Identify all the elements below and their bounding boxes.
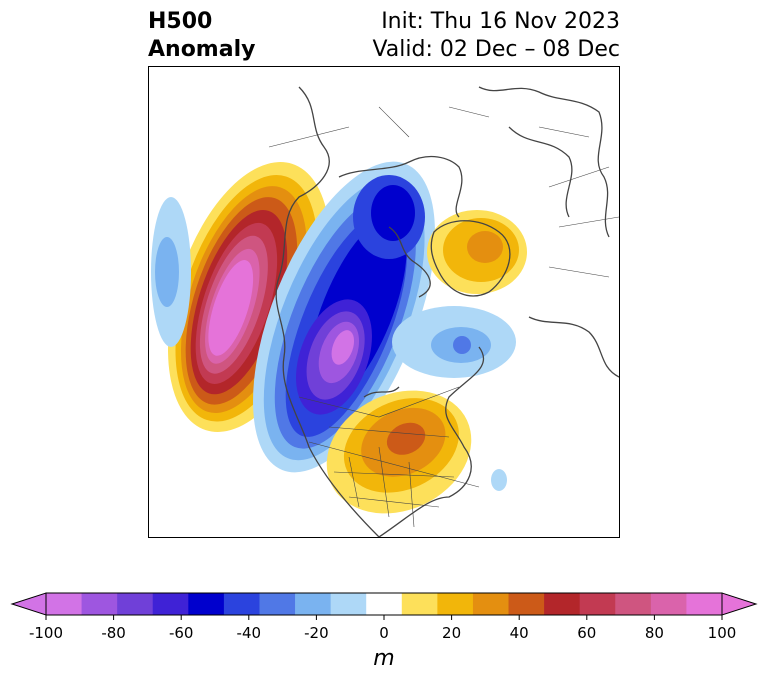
colorbar-tick-label: 0 — [379, 624, 389, 642]
coastlines — [275, 86, 619, 537]
title-right: Init: Thu 16 Nov 2023 Valid: 02 Dec – 08… — [372, 8, 620, 64]
valid-range: Valid: 02 Dec – 08 Dec — [372, 37, 620, 62]
colorbar-tick-label: -80 — [101, 624, 126, 642]
colorbar-segment — [259, 593, 296, 615]
colorbar-segments — [10, 592, 758, 616]
colorbar-segment — [46, 593, 83, 615]
colorbar-tick-label: -20 — [304, 624, 329, 642]
colorbar-tick-label: -60 — [168, 624, 194, 642]
title-left: H500 Anomaly — [148, 8, 255, 64]
colorbar-segment — [117, 593, 154, 615]
colorbar-extend-low — [10, 592, 47, 616]
eastern-ridge — [326, 390, 472, 514]
colorbar-segment — [81, 593, 118, 615]
title-variable: H500 — [148, 9, 213, 34]
colorbar-extend-high — [721, 592, 758, 616]
colorbar-ticks — [45, 615, 723, 620]
colorbar-tick-label: -100 — [28, 624, 64, 642]
colorbar-segment — [615, 593, 652, 615]
colorbar-tick-label: 60 — [577, 624, 597, 642]
colorbar-segment — [544, 593, 581, 615]
colorbar-segment — [472, 593, 510, 615]
colorbar-tick-label: 80 — [644, 624, 664, 642]
colorbar-segment — [508, 593, 545, 615]
colorbar-tick-label: 100 — [707, 624, 737, 642]
colorbar-segment — [152, 593, 189, 615]
colorbar-unit: m — [373, 646, 395, 671]
borders — [268, 106, 619, 528]
colorbar — [10, 592, 758, 620]
atlantic-ridge — [427, 210, 527, 294]
colorbar-tick-label: 20 — [442, 624, 462, 642]
western-trough-core — [296, 299, 372, 415]
pacific-trough — [151, 197, 191, 347]
colorbar-segment — [401, 593, 438, 615]
colorbar-segment — [295, 593, 332, 615]
colorbar-segment — [188, 593, 225, 615]
colorbar-segment — [686, 593, 723, 615]
colorbar-segment — [437, 593, 474, 615]
colorbar-segment — [223, 593, 260, 615]
colorbar-tick-label: 40 — [509, 624, 529, 642]
anomaly-map — [151, 86, 619, 537]
atlantic-trough — [392, 306, 516, 491]
canada-trough-core — [353, 175, 425, 259]
map-panel — [148, 66, 620, 538]
title-field: Anomaly — [148, 37, 256, 62]
init-date: Init: Thu 16 Nov 2023 — [381, 9, 620, 34]
colorbar-segment — [579, 593, 616, 615]
colorbar-segment — [330, 593, 367, 615]
colorbar-segment — [650, 593, 687, 615]
colorbar-segment — [366, 593, 403, 615]
colorbar-tick-label: -40 — [236, 624, 262, 642]
